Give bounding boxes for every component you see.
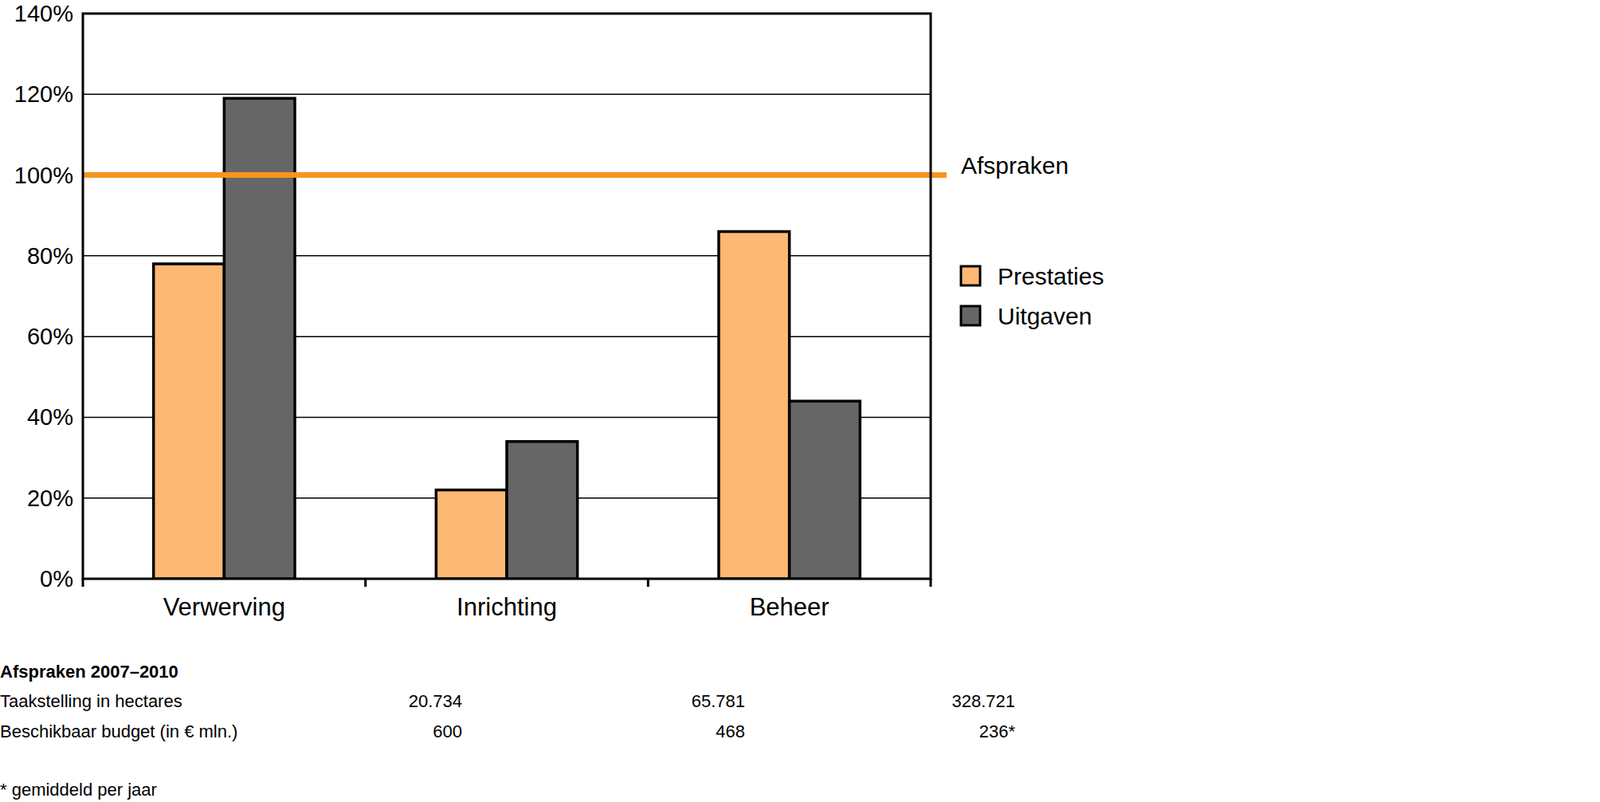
table-cell: 65.781	[691, 690, 746, 711]
y-tick-label: 120%	[14, 81, 74, 107]
reference-line-ext	[930, 172, 947, 178]
category-separator	[364, 578, 367, 587]
footnote: * gemiddeld per jaar	[0, 779, 157, 800]
legend-swatch	[960, 305, 981, 326]
grid-line	[82, 254, 931, 257]
reference-line	[82, 172, 931, 178]
y-tick-label: 0%	[39, 565, 74, 592]
bar	[789, 400, 861, 579]
reference-group	[82, 174, 931, 176]
y-tick-label: 20%	[27, 485, 74, 511]
bar	[223, 98, 295, 579]
reference-label: Afspraken	[960, 152, 1069, 179]
y-tick-label: 100%	[14, 162, 74, 189]
plot-frame	[82, 13, 931, 579]
y-tick-label: 40%	[27, 403, 74, 430]
bars	[153, 98, 861, 579]
table-cell: 600	[432, 721, 463, 742]
legend-label: Uitgaven	[997, 302, 1092, 330]
bar	[435, 490, 507, 579]
bar	[718, 231, 790, 579]
x-tick-label: Verwerving	[163, 592, 286, 621]
table-row-label: Taakstelling in hectares	[0, 690, 183, 711]
x-tick-label: Beheer	[749, 592, 830, 621]
table-cell: 468	[715, 721, 746, 742]
table-cell: 236*	[979, 721, 1016, 742]
legend-label: Prestaties	[997, 262, 1104, 290]
table-cell: 328.721	[951, 690, 1016, 711]
bar	[506, 441, 578, 579]
table-title: Afspraken 2007–2010	[0, 661, 179, 682]
y-tick-label: 140%	[14, 0, 74, 27]
bar	[153, 263, 225, 579]
chart: 0% 20% 40% 60% 80% 100% 120% 140% Verwerving Inri…	[0, 0, 1600, 802]
table-row-label: Beschikbaar budget (in € mln.)	[0, 721, 238, 742]
table-cell: 20.734	[408, 690, 463, 711]
grid-line	[82, 174, 931, 177]
y-tick-label: 60%	[27, 323, 74, 350]
x-tick-label: Inrichting	[456, 592, 557, 621]
category-separator	[929, 578, 933, 587]
grid-line	[82, 94, 931, 96]
category-separator	[82, 578, 85, 587]
legend-swatch	[960, 266, 981, 286]
y-tick-label: 80%	[27, 243, 74, 269]
category-separator	[647, 578, 650, 587]
